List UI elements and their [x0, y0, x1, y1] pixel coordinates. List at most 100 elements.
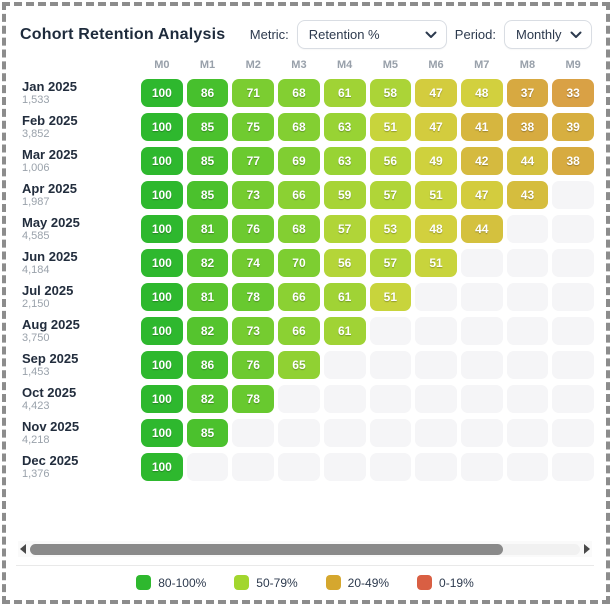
heatmap-cell[interactable]: 71	[232, 79, 275, 107]
heatmap-cell[interactable]: 56	[323, 249, 366, 277]
heatmap-cell[interactable]: 63	[323, 113, 366, 141]
heatmap-cell[interactable]: 38	[506, 113, 549, 141]
heatmap-cell[interactable]: 66	[278, 283, 320, 311]
heatmap-cell[interactable]: 86	[186, 351, 229, 379]
legend: 80-100% 50-79% 20-49% 0-19%	[16, 566, 594, 592]
heatmap-cell[interactable]: 43	[506, 181, 549, 209]
heatmap-cell[interactable]: 70	[278, 249, 320, 277]
heatmap-cell[interactable]: 53	[369, 215, 412, 243]
heatmap-cell[interactable]: 68	[278, 113, 320, 141]
cohort-size: 1,987	[22, 196, 50, 208]
heatmap-cell[interactable]: 100	[141, 385, 183, 413]
heatmap-cell[interactable]: 78	[232, 385, 275, 413]
heatmap-cell[interactable]: 42	[460, 147, 503, 175]
heatmap-cell[interactable]: 82	[186, 385, 229, 413]
heatmap-cell[interactable]: 74	[232, 249, 275, 277]
heatmap-cell[interactable]: 100	[141, 181, 183, 209]
heatmap-cell[interactable]: 100	[141, 249, 183, 277]
cohort-month: Aug 2025	[22, 317, 80, 332]
heatmap-cell[interactable]: 38	[552, 147, 594, 175]
heatmap-cell[interactable]: 47	[415, 113, 457, 141]
heatmap-cell[interactable]: 100	[141, 419, 183, 447]
heatmap-cell[interactable]: 58	[369, 79, 412, 107]
heatmap-cell[interactable]: 81	[186, 283, 229, 311]
heatmap-cell[interactable]: 51	[415, 181, 457, 209]
cohort-month: Mar 2025	[22, 147, 78, 162]
heatmap-cell[interactable]: 78	[232, 283, 275, 311]
heatmap-cell[interactable]: 44	[460, 215, 503, 243]
period-select[interactable]: Monthly	[504, 20, 592, 49]
chevron-down-icon	[425, 31, 437, 39]
heatmap-cell[interactable]: 48	[460, 79, 503, 107]
heatmap-cell[interactable]: 47	[460, 181, 503, 209]
metric-select-value: Retention %	[308, 27, 380, 42]
heatmap-cell[interactable]: 85	[186, 113, 229, 141]
heatmap-cell[interactable]: 100	[141, 215, 183, 243]
heatmap-cell[interactable]: 68	[278, 79, 320, 107]
heatmap-cell-empty	[552, 419, 594, 447]
heatmap-cell[interactable]: 66	[278, 317, 320, 345]
heatmap-cell[interactable]: 82	[186, 249, 229, 277]
metric-select[interactable]: Retention %	[296, 20, 447, 49]
cohort-row-label: Aug 2025 3,750	[16, 317, 137, 345]
heatmap-cell[interactable]: 73	[232, 181, 275, 209]
heatmap-cell[interactable]: 51	[369, 283, 412, 311]
heatmap-cell[interactable]: 33	[552, 79, 594, 107]
scrollbar-track[interactable]	[30, 543, 580, 555]
heatmap-cell[interactable]: 75	[232, 113, 275, 141]
heatmap-cell[interactable]: 82	[186, 317, 229, 345]
heatmap-cell[interactable]: 65	[278, 351, 320, 379]
cohort-size: 1,533	[22, 94, 50, 106]
heatmap-cell[interactable]: 66	[278, 181, 320, 209]
heatmap-cell-empty	[460, 283, 503, 311]
scroll-right-arrow-icon[interactable]	[584, 544, 590, 554]
heatmap-cell-empty	[415, 317, 457, 345]
cohort-size: 3,852	[22, 128, 50, 140]
heatmap-cell[interactable]: 100	[141, 351, 183, 379]
heatmap-cell[interactable]: 81	[186, 215, 229, 243]
heatmap-cell[interactable]: 100	[141, 113, 183, 141]
legend-item: 20-49%	[325, 575, 389, 590]
heatmap-cell[interactable]: 100	[141, 79, 183, 107]
cohort-row-label: Jan 2025 1,533	[16, 79, 137, 107]
heatmap-cell[interactable]: 61	[323, 79, 366, 107]
heatmap-cell[interactable]: 100	[141, 317, 183, 345]
heatmap-cell[interactable]: 76	[232, 351, 275, 379]
heatmap-cell[interactable]: 68	[278, 215, 320, 243]
heatmap-cell[interactable]: 73	[232, 317, 275, 345]
heatmap-cell[interactable]: 100	[141, 453, 183, 481]
heatmap-cell-empty	[323, 385, 366, 413]
heatmap-cell[interactable]: 47	[415, 79, 457, 107]
heatmap-cell[interactable]: 69	[278, 147, 320, 175]
scroll-left-arrow-icon[interactable]	[20, 544, 26, 554]
heatmap-cell[interactable]: 63	[323, 147, 366, 175]
heatmap-cell[interactable]: 76	[232, 215, 275, 243]
heatmap-cell[interactable]: 39	[552, 113, 594, 141]
heatmap-cell[interactable]: 56	[369, 147, 412, 175]
heatmap-cell[interactable]: 100	[141, 283, 183, 311]
heatmap-cell[interactable]: 57	[369, 181, 412, 209]
chevron-down-icon	[570, 31, 582, 39]
cohort-size: 4,184	[22, 264, 50, 276]
heatmap-cell[interactable]: 37	[506, 79, 549, 107]
heatmap-cell[interactable]: 61	[323, 317, 366, 345]
heatmap-cell[interactable]: 85	[186, 181, 229, 209]
heatmap-cell[interactable]: 57	[323, 215, 366, 243]
heatmap-cell[interactable]: 85	[186, 419, 229, 447]
heatmap-cell[interactable]: 59	[323, 181, 366, 209]
heatmap-cell[interactable]: 86	[186, 79, 229, 107]
heatmap-cell[interactable]: 48	[415, 215, 457, 243]
heatmap-cell[interactable]: 85	[186, 147, 229, 175]
heatmap-cell[interactable]: 44	[506, 147, 549, 175]
heatmap-cell[interactable]: 100	[141, 147, 183, 175]
heatmap-cell[interactable]: 49	[415, 147, 457, 175]
horizontal-scrollbar[interactable]	[18, 541, 592, 557]
heatmap-cell[interactable]: 61	[323, 283, 366, 311]
scrollbar-thumb[interactable]	[30, 543, 503, 555]
heatmap-cell[interactable]: 77	[232, 147, 275, 175]
heatmap-cell[interactable]: 51	[369, 113, 412, 141]
heatmap-cell[interactable]: 41	[460, 113, 503, 141]
heatmap-cell[interactable]: 51	[415, 249, 457, 277]
heatmap-cell[interactable]: 57	[369, 249, 412, 277]
